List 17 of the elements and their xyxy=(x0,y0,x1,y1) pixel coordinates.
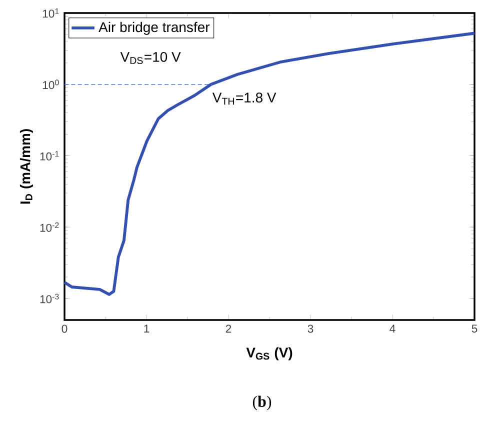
x-tick-label: 2 xyxy=(226,324,232,333)
annotation: V$_{DS}$=10 V xyxy=(120,52,181,64)
x-tick-label: 4 xyxy=(390,324,396,332)
x-tick-label: 0 xyxy=(62,324,68,333)
legend-label: Air bridge transfer xyxy=(98,22,210,35)
y-tick-label: 10$^{1}$ xyxy=(42,8,59,18)
y-tick-label: 10$^{-1}$ xyxy=(40,151,59,160)
x-tick-label: 5 xyxy=(472,324,478,333)
text: I$_{D}$ (mA/mm) xyxy=(20,129,33,204)
text: V$_{GS}$ (V) xyxy=(246,347,292,360)
y-tick-label: 10$^{-2}$ xyxy=(40,222,59,232)
x-tick-label: 3 xyxy=(308,324,314,333)
x-tick-label: 1 xyxy=(144,324,150,332)
annotation: V$_{TH}$=1.8 V xyxy=(212,92,276,105)
text: (b) xyxy=(252,396,272,410)
y-tick-label: 10$^{0}$ xyxy=(42,80,59,90)
y-tick-label: 10$^{-3}$ xyxy=(40,294,59,304)
